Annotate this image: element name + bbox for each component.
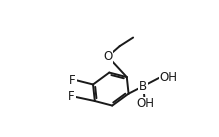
Text: F: F bbox=[69, 74, 76, 87]
Text: O: O bbox=[103, 50, 112, 63]
Text: OH: OH bbox=[136, 98, 154, 111]
Text: OH: OH bbox=[160, 71, 178, 84]
Text: B: B bbox=[139, 80, 147, 93]
Text: F: F bbox=[68, 90, 75, 103]
